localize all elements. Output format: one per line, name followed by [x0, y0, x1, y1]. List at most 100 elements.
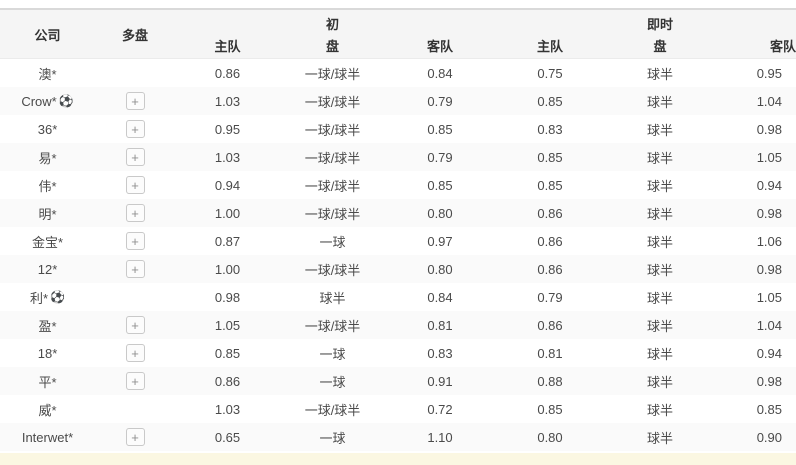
- live-home-odds: 0.75: [537, 65, 563, 81]
- header-live-pan-label: 盘: [653, 38, 667, 54]
- multi-cell: +: [95, 423, 175, 451]
- expand-more-odds-button[interactable]: +: [125, 204, 145, 222]
- initial-handicap: 一球/球半: [304, 178, 361, 194]
- initial-home-odds: 0.98: [214, 289, 241, 305]
- company-cell: Crow* ⚽: [0, 87, 95, 115]
- live-handicap: 球半: [646, 346, 673, 362]
- expand-more-odds-button[interactable]: +: [125, 372, 145, 390]
- header-live-home-label: 主队: [536, 38, 563, 54]
- company-cell: 平*: [0, 367, 95, 395]
- initial-handicap: 一球: [319, 374, 346, 390]
- initial-away-odds: 0.91: [427, 373, 453, 389]
- table-row: 12* + 1.00 一球/球半 0.80 0.86 球半 0.98: [0, 255, 796, 283]
- live-handicap: 球半: [646, 206, 673, 222]
- top-spacer: [0, 0, 796, 8]
- initial-away-odds: 0.97: [427, 233, 453, 249]
- header-company: 公司: [0, 10, 95, 58]
- table-body: 澳* 0.86 一球/球半 0.84 0.75 球半 0.95 Crow* ⚽ …: [0, 59, 796, 451]
- company-name: 澳*: [38, 66, 57, 82]
- plus-icon: +: [131, 429, 139, 445]
- live-handicap: 球半: [646, 374, 673, 390]
- live-handicap: 球半: [646, 262, 673, 278]
- table-row: 伟* + 0.94 一球/球半 0.85 0.85 球半 0.94: [0, 171, 796, 199]
- initial-handicap: 一球/球半: [304, 262, 361, 278]
- company-cell: 伟*: [0, 171, 95, 199]
- multi-cell: [95, 59, 175, 87]
- company-name: 36*: [37, 121, 58, 137]
- initial-away-odds: 1.10: [427, 429, 453, 445]
- company-cell: 36*: [0, 115, 95, 143]
- initial-handicap: 一球: [319, 234, 346, 250]
- company-name: Crow*: [21, 93, 57, 109]
- live-handicap: 球半: [646, 94, 673, 110]
- live-handicap: 球半: [646, 178, 673, 194]
- initial-home-odds: 1.03: [214, 93, 241, 109]
- header-initial-away-label: 客队: [426, 38, 453, 54]
- expand-more-odds-button[interactable]: +: [125, 120, 145, 138]
- expand-more-odds-button[interactable]: +: [125, 92, 145, 110]
- initial-handicap: 一球/球半: [304, 206, 361, 222]
- initial-away-odds: 0.79: [427, 93, 453, 109]
- initial-away-odds: 0.85: [427, 177, 453, 193]
- company-name: 伟*: [38, 178, 57, 194]
- initial-home-odds: 0.86: [214, 373, 241, 389]
- table-row: 利* ⚽ 0.98 球半 0.84 0.79 球半 1.05: [0, 283, 796, 311]
- company-cell: 18*: [0, 339, 95, 367]
- plus-icon: +: [131, 317, 139, 333]
- initial-handicap: 一球/球半: [304, 402, 361, 418]
- initial-away-odds: 0.83: [427, 345, 453, 361]
- live-handicap: 球半: [646, 234, 673, 250]
- initial-home-odds: 1.03: [214, 401, 241, 417]
- live-home-odds: 0.86: [537, 261, 563, 277]
- live-handicap: 球半: [646, 402, 673, 418]
- live-away-odds: 0.98: [756, 121, 782, 137]
- expand-more-odds-button[interactable]: +: [125, 260, 145, 278]
- expand-more-odds-button[interactable]: +: [125, 232, 145, 250]
- expand-more-odds-button[interactable]: +: [125, 148, 145, 166]
- company-cell: Interwet*: [0, 423, 95, 451]
- header-group-initial-label: 初: [325, 16, 339, 32]
- company-cell: 明*: [0, 199, 95, 227]
- live-away-odds: 0.98: [756, 373, 782, 389]
- plus-icon: +: [131, 93, 139, 109]
- multi-cell: +: [95, 115, 175, 143]
- initial-home-odds: 1.03: [214, 149, 241, 165]
- initial-handicap: 一球/球半: [304, 122, 361, 138]
- table-row: 18* + 0.85 一球 0.83 0.81 球半 0.94: [0, 339, 796, 367]
- header-live-away: 客队: [715, 10, 796, 58]
- company-name: 威*: [38, 402, 57, 418]
- company-name: Interwet*: [21, 429, 74, 445]
- live-home-odds: 0.80: [537, 429, 563, 445]
- company-cell: 威*: [0, 395, 95, 423]
- company-cell: 12*: [0, 255, 95, 283]
- expand-more-odds-button[interactable]: +: [125, 316, 145, 334]
- header-multi: 多盘: [95, 10, 175, 58]
- live-handicap: 球半: [646, 66, 673, 82]
- table-row: 平* + 0.86 一球 0.91 0.88 球半 0.98: [0, 367, 796, 395]
- company-cell: 利* ⚽: [0, 283, 95, 311]
- company-name: 利*: [29, 290, 49, 306]
- expand-more-odds-button[interactable]: +: [125, 428, 145, 446]
- initial-home-odds: 0.95: [214, 121, 241, 137]
- multi-cell: +: [95, 339, 175, 367]
- table-row: 明* + 1.00 一球/球半 0.80 0.86 球半 0.98: [0, 199, 796, 227]
- live-home-odds: 0.86: [537, 317, 563, 333]
- initial-home-odds: 0.86: [214, 65, 241, 81]
- table-row: Crow* ⚽ + 1.03 一球/球半 0.79 0.85 球半 1.04: [0, 87, 796, 115]
- multi-cell: +: [95, 87, 175, 115]
- initial-away-odds: 0.84: [427, 65, 453, 81]
- live-away-odds: 0.90: [756, 429, 782, 445]
- multi-cell: +: [95, 255, 175, 283]
- expand-more-odds-button[interactable]: +: [125, 344, 145, 362]
- soccer-ball-icon: ⚽: [50, 290, 65, 304]
- initial-home-odds: 0.87: [214, 233, 241, 249]
- company-cell: 澳*: [0, 59, 95, 87]
- company-name: 明*: [38, 206, 57, 222]
- header-initial-away: 客队: [385, 10, 495, 58]
- header-initial-home: 主队: [175, 10, 280, 58]
- live-home-odds: 0.86: [537, 233, 563, 249]
- asian-handicap-odds-table: 公司 多盘 主队 初 盘 客队 主队 即时 盘: [0, 8, 796, 451]
- table-row: 36* + 0.95 一球/球半 0.85 0.83 球半 0.98: [0, 115, 796, 143]
- multi-cell: +: [95, 227, 175, 255]
- expand-more-odds-button[interactable]: +: [125, 176, 145, 194]
